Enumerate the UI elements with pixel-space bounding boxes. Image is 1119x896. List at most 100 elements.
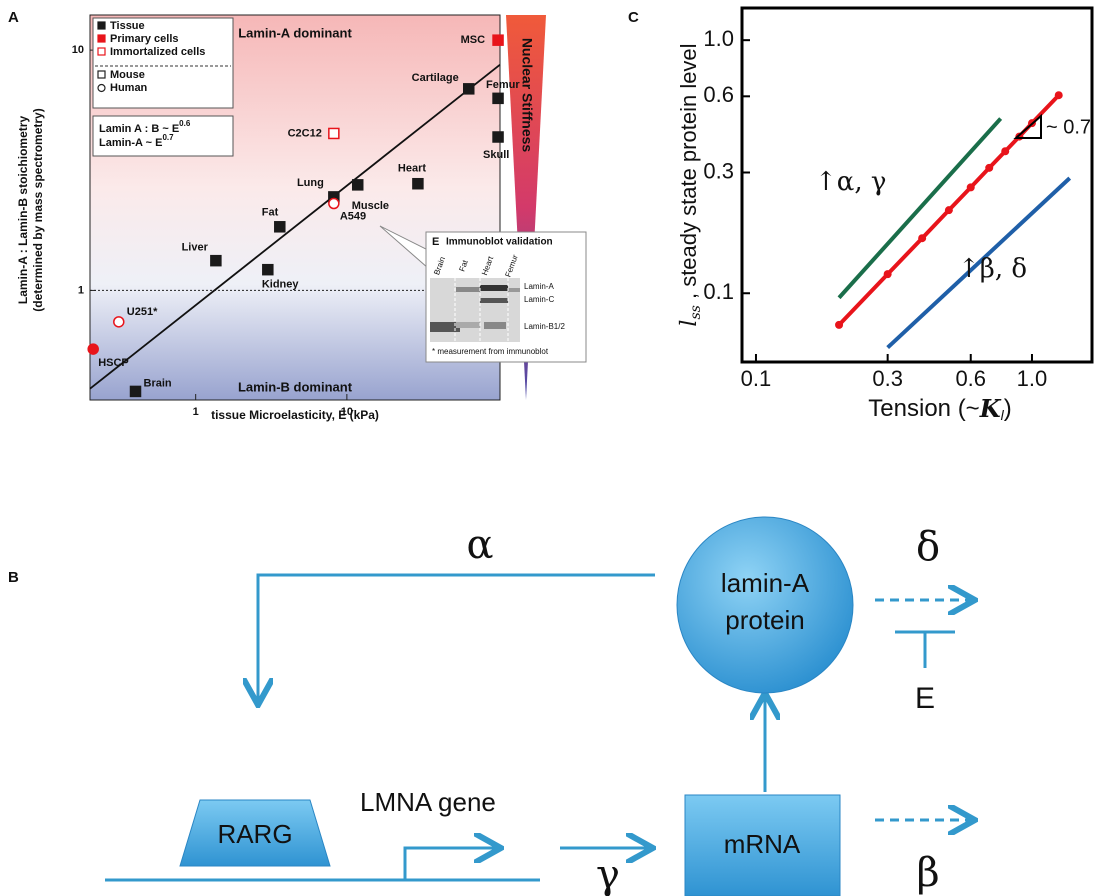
y-axis-label: lss , steady state protein level (676, 43, 704, 326)
node-label: RARG (217, 819, 292, 849)
x-tick-label: 0.6 (955, 366, 986, 391)
region-label: Lamin-A dominant (238, 25, 352, 40)
y-tick-label: 0.3 (703, 158, 734, 183)
point (329, 128, 339, 138)
panel-label: C (628, 9, 639, 26)
y-axis-label-text: , steady state protein level (676, 43, 701, 305)
point-label: U251* (127, 306, 158, 318)
panel-label: A (8, 9, 19, 26)
legend-label: Mouse (110, 69, 145, 81)
point (329, 199, 339, 209)
gradient-label: Nuclear Stiffness (519, 38, 535, 153)
point (967, 183, 975, 191)
point-label: HSCP (98, 357, 129, 369)
point (1055, 91, 1063, 99)
point (353, 180, 363, 190)
point (413, 179, 423, 189)
point (945, 206, 953, 214)
legend-label: Human (110, 82, 148, 94)
legend-marker (98, 22, 105, 29)
point (493, 35, 503, 45)
region-label: Lamin-B dominant (238, 379, 353, 394)
feedback-arrow (258, 575, 655, 702)
x-axis-label-close: ) (1004, 395, 1012, 422)
x-axis-label: Tension (~Kl) (868, 394, 1011, 423)
point-label: Brain (144, 377, 172, 389)
point-label: Skull (483, 149, 509, 161)
legend-marker (98, 71, 105, 78)
legend-label: Tissue (110, 20, 145, 32)
formula-exponent: 0.6 (179, 119, 191, 128)
legend-marker (98, 85, 105, 92)
slope-triangle (1016, 116, 1041, 138)
figure: A B C lamin-A protein mRNA RARG LMNA gen… (0, 0, 1119, 896)
promoter-arrow (405, 848, 498, 880)
formula-exponent: 0.7 (162, 133, 174, 142)
slope-label: ~ 0.7 (1046, 116, 1091, 138)
point-label: Cartilage (412, 72, 459, 84)
blot-band (508, 288, 520, 292)
blot-band (480, 285, 508, 291)
plot-frame (742, 8, 1092, 362)
x-tick-label: 1 (193, 406, 199, 418)
point (1001, 147, 1009, 155)
node-label: lamin-A (721, 568, 810, 598)
point (918, 234, 926, 242)
rate-label: β (916, 850, 939, 896)
band-label: Lamin-B1/2 (524, 322, 565, 331)
x-tick-label: 1.0 (1017, 366, 1048, 391)
node-label: mRNA (724, 829, 801, 859)
point-label: MSC (461, 34, 486, 46)
formula-text: Lamin-A ~ E (99, 137, 162, 149)
point (263, 265, 273, 275)
point-label: C2C12 (288, 127, 322, 139)
point (835, 321, 843, 329)
point (493, 93, 503, 103)
legend-label: Immortalized cells (110, 46, 205, 58)
point-label: Femur (486, 79, 520, 91)
band-label: Lamin-C (524, 295, 554, 304)
point-label: Lung (297, 177, 324, 189)
legend-marker (98, 48, 105, 55)
rate-label: α (466, 522, 493, 568)
node-label: LMNA gene (360, 787, 496, 817)
point-label: Fat (262, 207, 279, 219)
point (211, 256, 221, 266)
point (114, 317, 124, 327)
point (464, 84, 474, 94)
point (88, 344, 98, 354)
rate-label: γ (596, 852, 620, 896)
legend-marker (98, 35, 105, 42)
inset-label: E (432, 236, 439, 248)
point (884, 270, 892, 278)
y-axis-label: Lamin-A : Lamin-B stoichiometry (16, 116, 30, 305)
inset-title: Immunoblot validation (446, 237, 553, 248)
x-tick-label: 0.3 (872, 366, 903, 391)
inset-footnote: * measurement from immunoblot (432, 347, 549, 356)
panel-label: B (8, 569, 19, 586)
y-tick-label: 1.0 (703, 26, 734, 51)
band-label: Lamin-A (524, 282, 554, 291)
legend-label: Primary cells (110, 33, 179, 45)
series-label: ↑β, δ (958, 254, 1027, 284)
point-label: Liver (182, 242, 209, 254)
point (275, 222, 285, 232)
y-axis-label-subscript: ss (688, 305, 704, 319)
point-label: A549 (340, 210, 366, 222)
x-tick-label: 0.1 (741, 366, 772, 391)
blot-band (480, 298, 508, 303)
blot-band (456, 287, 480, 292)
x-axis-label-symbol: K (979, 394, 1002, 423)
node-label: E (915, 682, 935, 715)
x-axis-label: tissue Microelasticity, E (kPa) (211, 408, 379, 422)
node-label: protein (725, 605, 805, 635)
blot-band (456, 322, 480, 328)
y-tick-label: 1 (78, 284, 84, 296)
series-label: ↑α, γ (815, 167, 886, 197)
point (493, 132, 503, 142)
blot-band (484, 322, 506, 329)
y-tick-label: 0.6 (703, 82, 734, 107)
x-axis-label-text: Tension (~ (868, 395, 979, 422)
point-label: Kidney (262, 279, 300, 291)
